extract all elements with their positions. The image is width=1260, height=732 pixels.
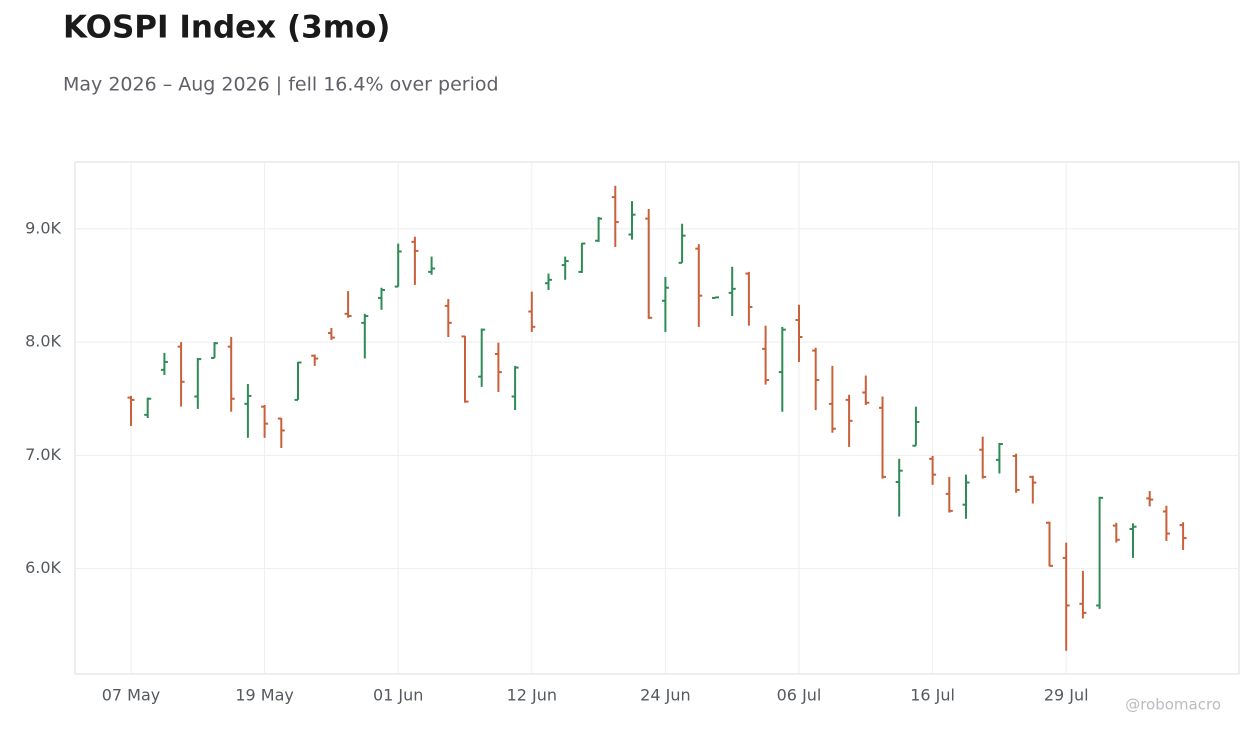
x-tick-label: 12 Jun xyxy=(507,686,557,705)
watermark: @robomacro xyxy=(1125,696,1221,714)
y-tick-label: 6.0K xyxy=(25,558,61,577)
x-tick-label: 24 Jun xyxy=(640,686,690,705)
y-tick-label: 9.0K xyxy=(25,218,61,237)
x-tick-label: 19 May xyxy=(235,686,294,705)
x-tick-label: 07 May xyxy=(102,686,161,705)
y-tick-label: 8.0K xyxy=(25,332,61,351)
x-tick-label: 06 Jul xyxy=(777,686,822,705)
x-tick-label: 29 Jul xyxy=(1044,686,1089,705)
chart-title: KOSPI Index (3mo) xyxy=(63,10,390,46)
chart-subtitle: May 2026 – Aug 2026 | fell 16.4% over pe… xyxy=(63,74,499,96)
plot-frame xyxy=(74,161,1240,675)
x-tick-label: 16 Jul xyxy=(910,686,955,705)
y-tick-label: 7.0K xyxy=(25,445,61,464)
x-tick-label: 01 Jun xyxy=(373,686,423,705)
